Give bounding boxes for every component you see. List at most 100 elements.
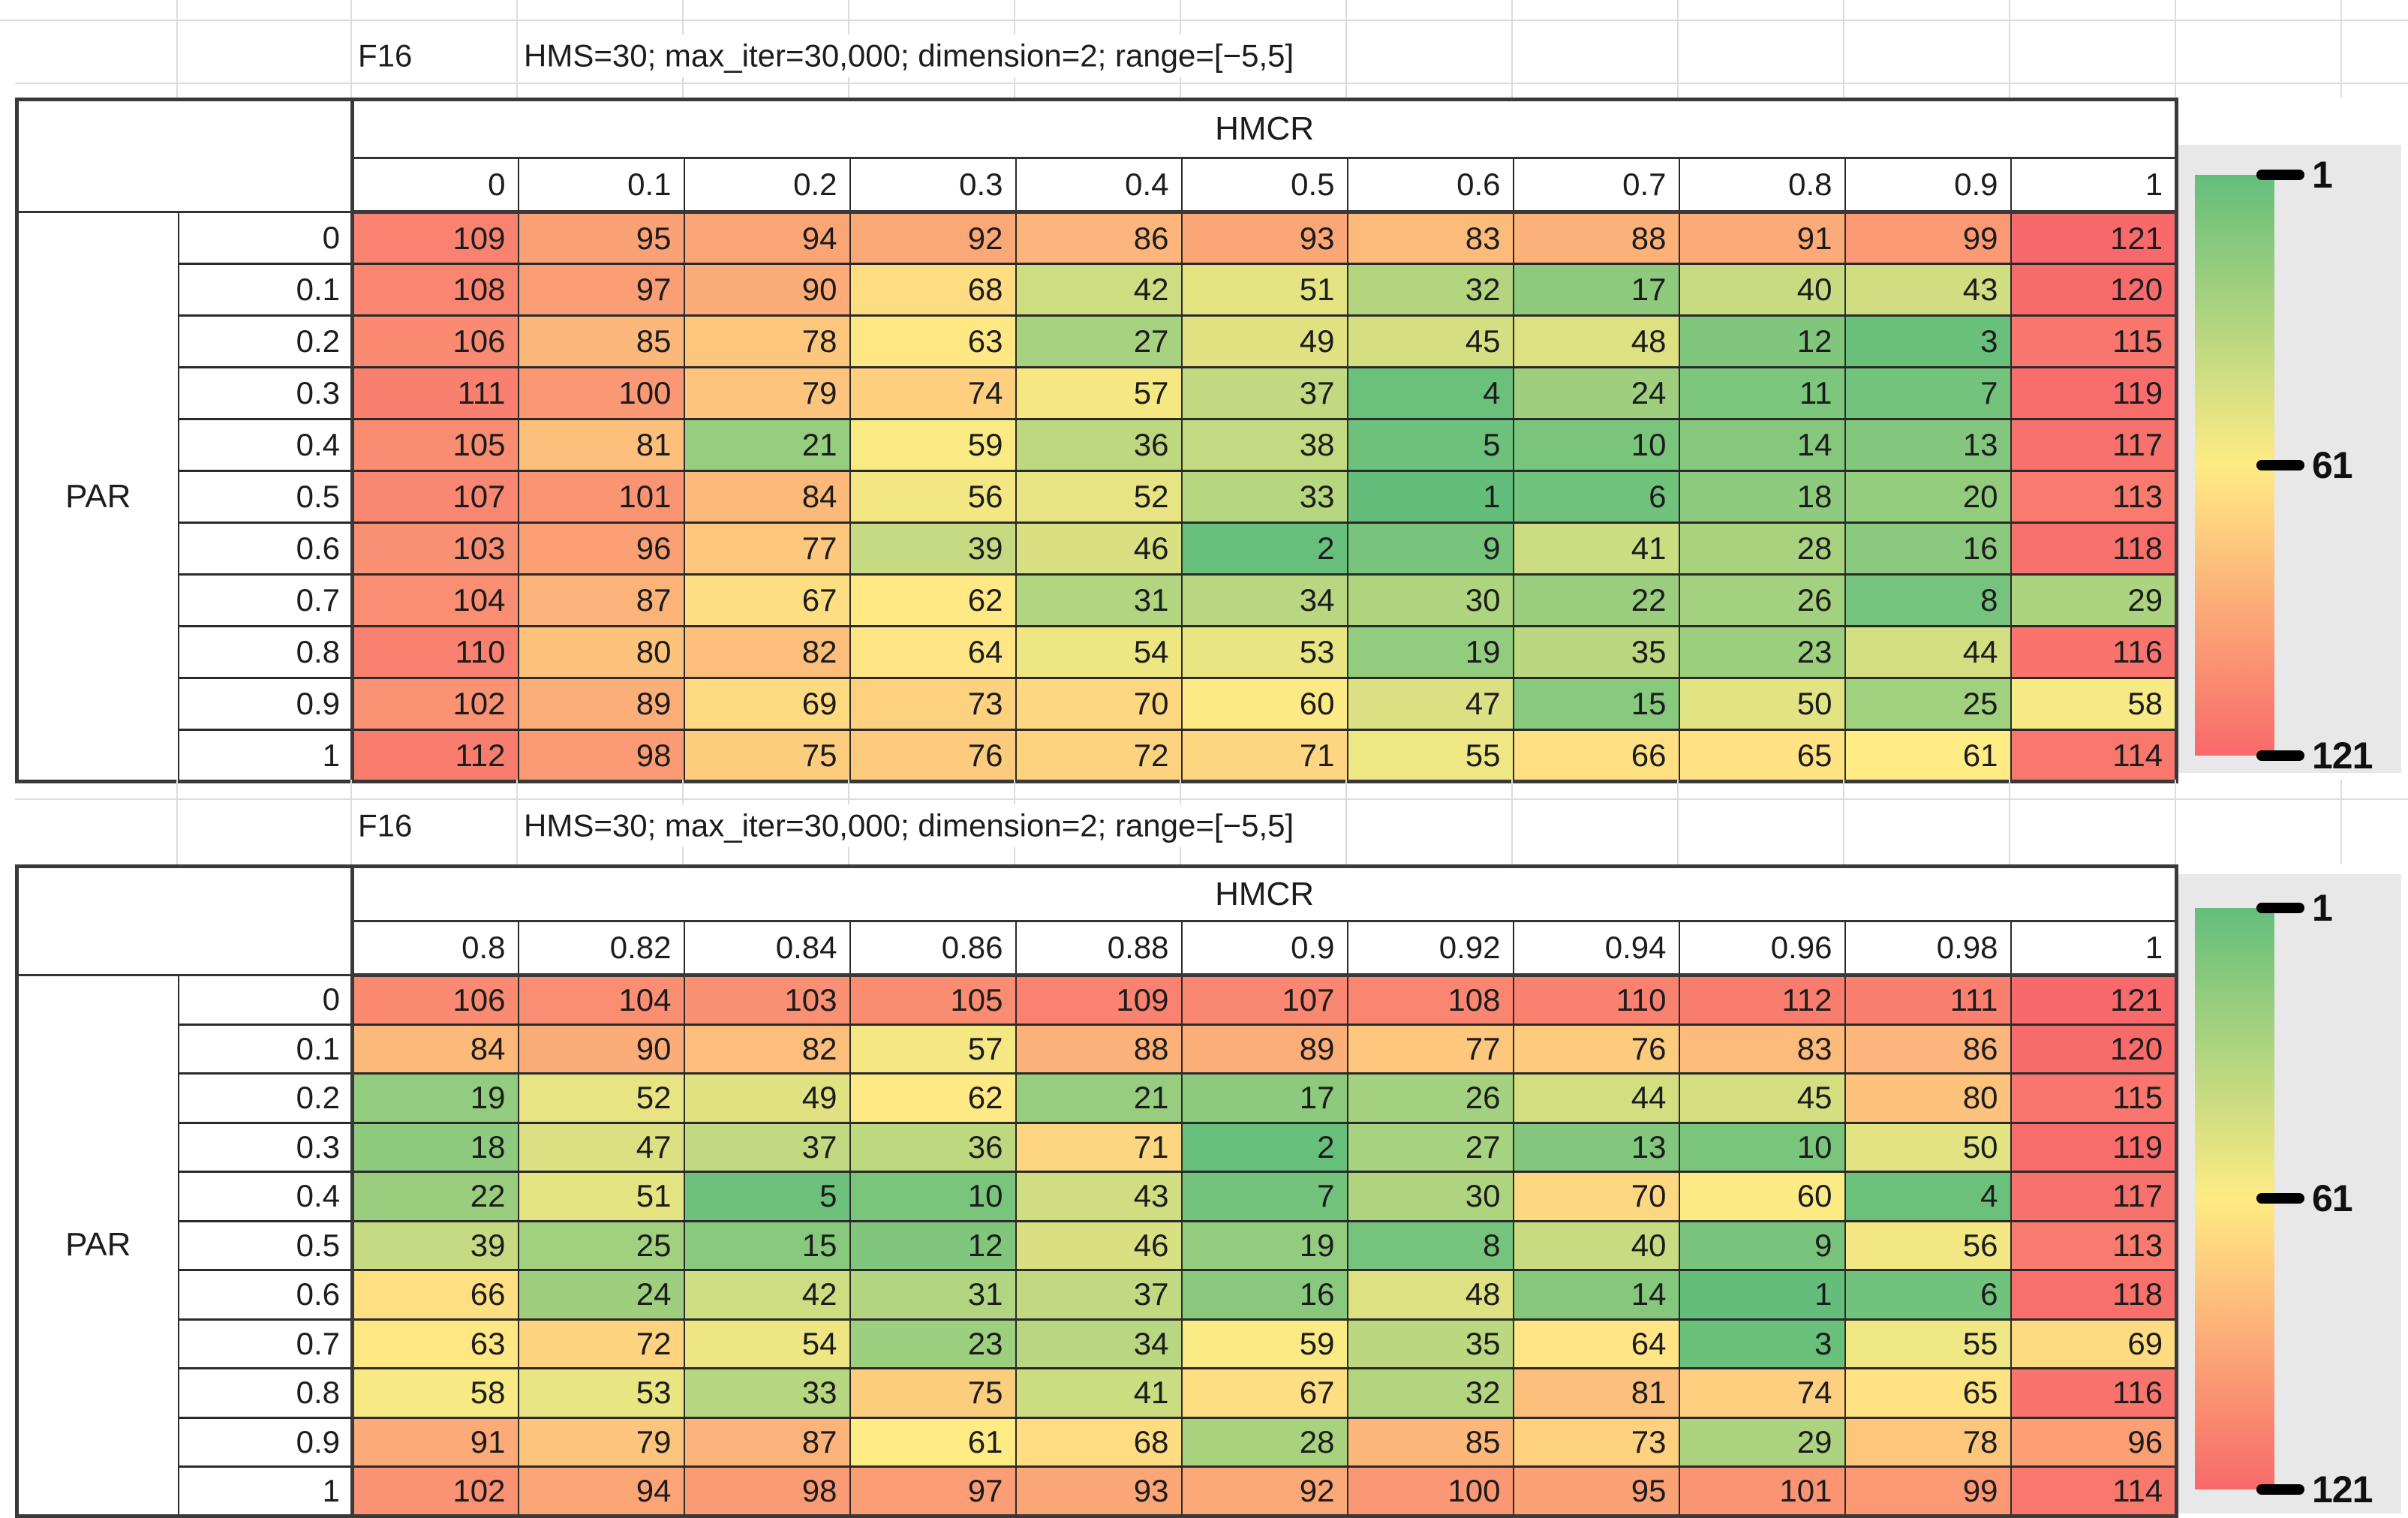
legend-tick-mark — [2256, 903, 2304, 913]
heatmap-cell: 66 — [351, 1269, 519, 1321]
heatmap-cell: 39 — [351, 1219, 519, 1271]
heatmap-cell: 90 — [517, 1023, 685, 1075]
heatmap-cell: 31 — [849, 1269, 1017, 1321]
heatmap-cell: 54 — [1015, 625, 1183, 679]
table2-settings-label: HMS=30; max_iter=30,000; dimension=2; ra… — [524, 804, 1312, 847]
heatmap-cell: 120 — [2010, 1023, 2178, 1075]
hmcr-col-header: 0.98 — [1844, 920, 2012, 977]
par-row-header: PAR — [16, 974, 179, 1516]
heatmap-cell: 70 — [1512, 1171, 1680, 1222]
heatmap-cell: 14 — [1678, 418, 1846, 472]
heatmap-cell: 78 — [683, 314, 851, 368]
hmcr-col-header: 0.84 — [683, 920, 851, 977]
heatmap-cell: 15 — [683, 1219, 851, 1271]
par-row-value: 0 — [177, 211, 354, 265]
heatmap-cell: 53 — [517, 1367, 685, 1419]
heatmap-cell: 98 — [683, 1465, 851, 1517]
heatmap-table-2: HMCR 0.8 0.82 0.84 0.86 0.88 0.9 0.92 0.94 0.96 0.… — [15, 864, 2179, 1518]
heatmap-cell: 70 — [1015, 677, 1183, 731]
heatmap-cell: 120 — [2010, 263, 2178, 317]
heatmap-cell: 1 — [1346, 470, 1514, 524]
heatmap-cell: 27 — [1346, 1121, 1514, 1173]
heatmap-cell: 114 — [2010, 729, 2178, 783]
heatmap-cell: 111 — [351, 366, 519, 420]
heatmap-cell: 24 — [517, 1269, 685, 1321]
heatmap-cell: 108 — [351, 263, 519, 317]
hmcr-col-header: 0.7 — [1512, 157, 1680, 214]
heatmap-cell: 10 — [849, 1171, 1017, 1222]
grid-line — [1511, 780, 1513, 864]
grid-line — [350, 21, 352, 98]
legend-max-label: 121 — [2312, 735, 2373, 777]
grid-line — [176, 780, 178, 864]
heatmap-cell: 73 — [849, 677, 1017, 731]
heatmap-cell: 77 — [683, 522, 851, 576]
par-row-value: 0.7 — [177, 573, 354, 627]
heatmap-cell: 6 — [1844, 1269, 2012, 1321]
color-scale-legend-1: 1 61 121 — [2178, 145, 2401, 777]
heatmap-cell: 48 — [1346, 1269, 1514, 1321]
heatmap-cell: 69 — [2010, 1318, 2178, 1369]
hmcr-col-header: 0.9 — [1180, 920, 1348, 977]
heatmap-cell: 22 — [1512, 573, 1680, 627]
heatmap-cell: 53 — [1180, 625, 1348, 679]
par-row-value: 0.1 — [177, 1023, 354, 1075]
heatmap-cell: 91 — [1678, 211, 1846, 265]
heatmap-cell: 8 — [1844, 573, 2012, 627]
color-scale-legend-2: 1 61 121 — [2178, 874, 2401, 1513]
heatmap-cell: 79 — [683, 366, 851, 420]
heatmap-cell: 47 — [1346, 677, 1514, 731]
grid-line — [2009, 0, 2010, 20]
heatmap-cell: 1 — [1678, 1269, 1846, 1321]
hmcr-col-header: 0.3 — [849, 157, 1017, 214]
heatmap-cell: 25 — [1844, 677, 2012, 731]
heatmap-cell: 97 — [517, 263, 685, 317]
heatmap-cell: 103 — [683, 974, 851, 1026]
heatmap-cell: 51 — [1180, 263, 1348, 317]
par-row-value: 0.1 — [177, 263, 354, 317]
heatmap-cell: 116 — [2010, 625, 2178, 679]
heatmap-cell: 66 — [1512, 729, 1680, 783]
heatmap-cell: 75 — [849, 1367, 1017, 1419]
heatmap-cell: 118 — [2010, 1269, 2178, 1321]
heatmap-cell: 35 — [1346, 1318, 1514, 1369]
heatmap-cell: 44 — [1512, 1072, 1680, 1124]
heatmap-cell: 64 — [849, 625, 1017, 679]
heatmap-cell: 27 — [1015, 314, 1183, 368]
grid-line — [1677, 21, 1679, 98]
heatmap-cell: 75 — [683, 729, 851, 783]
table1-title-row: F16 HMS=30; max_iter=30,000; dimension=2… — [0, 21, 2408, 98]
heatmap-cell: 31 — [1015, 573, 1183, 627]
heatmap-cell: 109 — [1015, 974, 1183, 1026]
heatmap-cell: 10 — [1678, 1121, 1846, 1173]
heatmap-cell: 101 — [1678, 1465, 1846, 1517]
par-row-header: PAR — [16, 211, 179, 783]
heatmap-cell: 40 — [1678, 263, 1846, 317]
grid-line — [2175, 21, 2176, 98]
heatmap-cell: 45 — [1346, 314, 1514, 368]
heatmap-cell: 42 — [1015, 263, 1183, 317]
heatmap-cell: 25 — [517, 1219, 685, 1271]
heatmap-cell: 95 — [517, 211, 685, 265]
heatmap-cell: 102 — [351, 1465, 519, 1517]
legend-tick-mark — [2256, 750, 2304, 761]
heatmap-cell: 11 — [1678, 366, 1846, 420]
heatmap-cell: 37 — [1015, 1269, 1183, 1321]
grid-line — [1843, 780, 1844, 864]
heatmap-cell: 113 — [2010, 470, 2178, 524]
heatmap-cell: 16 — [1180, 1269, 1348, 1321]
legend-mid-label: 61 — [2312, 444, 2353, 486]
heatmap-cell: 68 — [849, 263, 1017, 317]
grid-line — [176, 0, 178, 20]
grid-line — [2340, 0, 2342, 20]
heatmap-cell: 113 — [2010, 1219, 2178, 1271]
heatmap-cell: 86 — [1844, 1023, 2012, 1075]
heatmap-cell: 49 — [1180, 314, 1348, 368]
heatmap-cell: 97 — [849, 1465, 1017, 1517]
heatmap-cell: 101 — [517, 470, 685, 524]
heatmap-cell: 49 — [683, 1072, 851, 1124]
heatmap-cell: 5 — [1346, 418, 1514, 472]
heatmap-cell: 3 — [1844, 314, 2012, 368]
heatmap-cell: 30 — [1346, 1171, 1514, 1222]
table2-function-label: F16 — [358, 804, 420, 847]
